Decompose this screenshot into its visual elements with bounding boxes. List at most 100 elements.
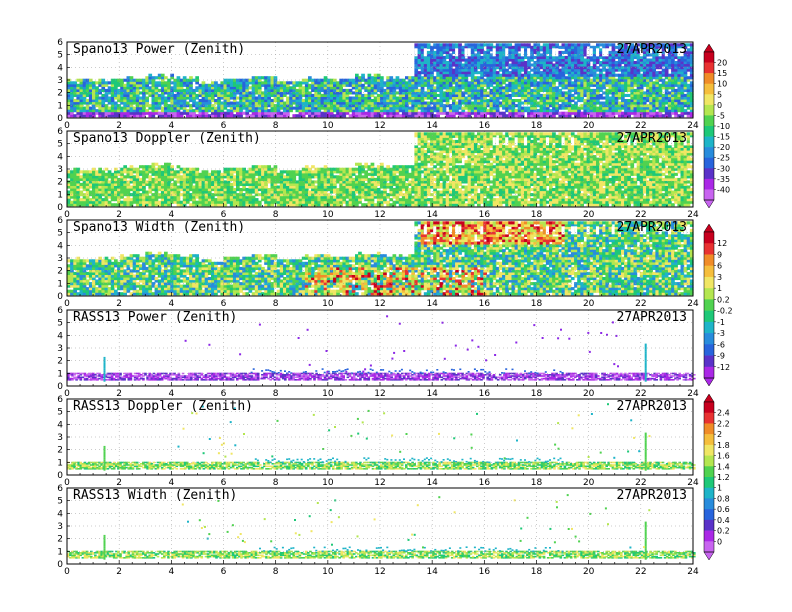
data-cell bbox=[436, 111, 440, 115]
data-cell bbox=[483, 83, 487, 87]
data-cell bbox=[542, 68, 547, 72]
data-cell bbox=[114, 188, 118, 192]
data-cell bbox=[386, 111, 390, 115]
data-cell bbox=[452, 93, 456, 97]
data-cell bbox=[530, 58, 534, 62]
data-cell bbox=[583, 50, 588, 54]
data-cell bbox=[126, 188, 131, 192]
data-cell bbox=[283, 93, 287, 97]
data-cell bbox=[574, 43, 578, 47]
data-cell bbox=[611, 109, 616, 113]
data-cell bbox=[461, 63, 466, 67]
data-cell bbox=[245, 182, 250, 186]
data-cell bbox=[533, 86, 538, 90]
data-cell bbox=[567, 50, 572, 54]
data-cell bbox=[154, 76, 159, 80]
data-cell bbox=[76, 111, 81, 115]
data-cell bbox=[533, 43, 538, 47]
data-cell bbox=[345, 83, 350, 87]
data-cell bbox=[567, 66, 572, 70]
data-cell bbox=[423, 81, 428, 85]
data-cell bbox=[599, 68, 603, 72]
data-cell bbox=[483, 104, 487, 108]
data-cell bbox=[201, 175, 206, 179]
data-cell bbox=[614, 45, 619, 49]
data-cell bbox=[545, 43, 550, 47]
data-cell bbox=[370, 99, 375, 103]
data-cell bbox=[508, 53, 512, 57]
data-cell bbox=[386, 93, 390, 97]
data-cell bbox=[173, 114, 178, 118]
data-cell bbox=[589, 88, 594, 92]
data-cell bbox=[167, 81, 171, 85]
data-cell bbox=[207, 86, 212, 90]
data-cell bbox=[549, 76, 553, 80]
data-cell bbox=[420, 111, 425, 115]
data-cell bbox=[414, 114, 419, 118]
data-cell bbox=[189, 195, 193, 199]
data-cell bbox=[433, 93, 437, 97]
data-cell bbox=[164, 101, 168, 105]
data-cell bbox=[524, 76, 528, 80]
data-cell bbox=[580, 91, 584, 95]
data-cell bbox=[383, 111, 387, 115]
data-cell bbox=[323, 88, 328, 92]
data-cell bbox=[120, 106, 124, 110]
data-cell bbox=[464, 71, 469, 75]
data-cell bbox=[217, 175, 221, 179]
data-cell bbox=[411, 86, 415, 90]
data-cell bbox=[373, 88, 378, 92]
data-cell bbox=[592, 76, 597, 80]
data-cell bbox=[376, 83, 381, 87]
data-cell bbox=[264, 91, 268, 95]
data-cell bbox=[652, 93, 656, 97]
data-cell bbox=[201, 203, 206, 207]
data-cell bbox=[95, 86, 99, 90]
data-cell bbox=[689, 99, 694, 103]
data-cell bbox=[101, 203, 106, 207]
data-cell bbox=[376, 73, 381, 77]
data-cell bbox=[88, 175, 93, 179]
data-cell bbox=[445, 66, 450, 70]
data-cell bbox=[508, 50, 512, 54]
data-cell bbox=[605, 76, 610, 80]
data-cell bbox=[164, 81, 168, 85]
data-cell bbox=[95, 190, 99, 194]
data-cell bbox=[251, 111, 256, 115]
data-cell bbox=[680, 93, 685, 97]
data-cell bbox=[179, 86, 184, 90]
data-cell bbox=[580, 111, 584, 115]
data-cell bbox=[552, 86, 556, 90]
data-cell bbox=[611, 76, 616, 80]
data-cell bbox=[549, 55, 553, 59]
data-cell bbox=[195, 188, 199, 192]
data-cell bbox=[527, 63, 531, 67]
data-cell bbox=[508, 76, 512, 80]
data-cell bbox=[549, 86, 553, 90]
data-cell bbox=[317, 101, 322, 105]
data-cell bbox=[617, 104, 622, 108]
data-cell bbox=[580, 43, 584, 47]
data-cell bbox=[135, 111, 140, 115]
data-cell bbox=[195, 185, 199, 189]
data-cell bbox=[242, 83, 246, 87]
data-cell bbox=[145, 170, 149, 174]
data-cell bbox=[677, 45, 682, 49]
data-cell bbox=[583, 58, 588, 62]
data-cell bbox=[329, 114, 334, 118]
data-cell bbox=[574, 68, 578, 72]
data-cell bbox=[495, 114, 500, 118]
data-cell bbox=[333, 78, 337, 82]
data-cell bbox=[464, 43, 469, 47]
data-cell bbox=[436, 78, 440, 82]
data-cell bbox=[245, 172, 250, 176]
data-cell bbox=[583, 111, 588, 115]
data-cell bbox=[677, 96, 682, 100]
data-cell bbox=[633, 111, 638, 115]
data-cell bbox=[530, 91, 534, 95]
data-cell bbox=[483, 109, 487, 113]
data-cell bbox=[520, 63, 525, 67]
data-cell bbox=[170, 104, 174, 108]
data-cell bbox=[458, 55, 462, 59]
data-cell bbox=[611, 93, 616, 97]
